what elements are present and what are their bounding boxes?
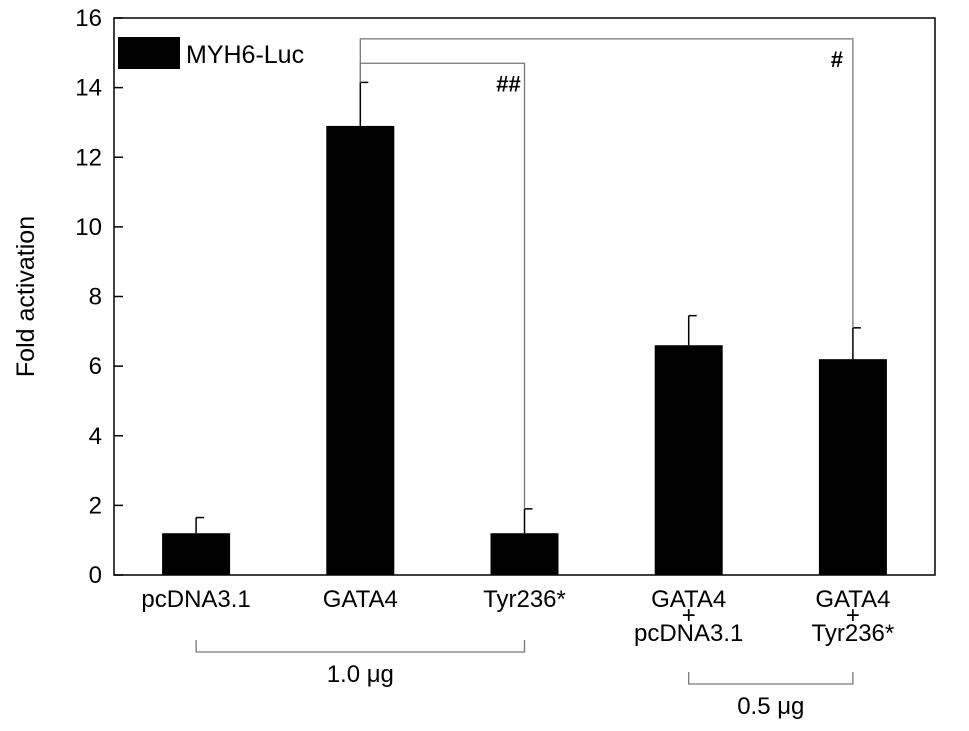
y-tick-label: 0 [89, 562, 102, 589]
x-tick-label-line: GATA4 [323, 586, 398, 613]
bar [490, 533, 559, 575]
x-tick-label: GATA4 + pcDNA3.1 [634, 586, 743, 647]
x-tick-label-line: + [682, 602, 696, 629]
x-tick-label: GATA4 [323, 586, 398, 613]
y-tick-label: 10 [75, 214, 102, 241]
group-bracket [195, 640, 526, 653]
significance-label: ## [496, 71, 520, 96]
y-tick-label: 8 [89, 284, 102, 311]
significance-bracket [359, 38, 854, 328]
legend-swatch [118, 37, 180, 69]
bar [654, 345, 723, 575]
significance-label: # [831, 47, 843, 72]
dose-groups: 1.0 μg 0.5 μg [195, 640, 854, 720]
y-tick-label: 16 [75, 5, 102, 32]
x-tick-label-line: GATA4 [815, 586, 890, 613]
y-tick-label: 4 [89, 423, 102, 450]
x-tick-label-line: Tyr236* [812, 620, 895, 647]
bar [326, 125, 395, 575]
legend-label: MYH6-Luc [186, 41, 304, 69]
x-tick-label-line: Tyr236* [483, 586, 566, 613]
error-bars [195, 81, 861, 534]
y-axis-title: Fold activation [12, 216, 40, 377]
x-tick-label: Tyr236* [483, 586, 566, 613]
group-bracket [688, 672, 854, 685]
x-tick-label: GATA4 + Tyr236* [812, 586, 895, 647]
x-tick-label-line: GATA4 [651, 586, 726, 613]
group-label: 0.5 μg [737, 693, 804, 720]
bar [818, 359, 887, 575]
bars [162, 125, 887, 575]
y-tick-label: 2 [89, 492, 102, 519]
bar [162, 533, 231, 575]
significance-brackets: ### [359, 38, 854, 509]
x-tick-label: pcDNA3.1 [141, 586, 250, 613]
x-tick-label-line: pcDNA3.1 [141, 586, 250, 613]
x-tick-label-line: pcDNA3.1 [634, 620, 743, 647]
y-tick-label: 12 [75, 144, 102, 171]
x-tick-label-line: + [846, 602, 860, 629]
group-label: 1.0 μg [327, 661, 394, 688]
y-tick-label: 6 [89, 353, 102, 380]
y-tick-label: 14 [75, 75, 102, 102]
legend: MYH6-Luc [118, 37, 304, 69]
